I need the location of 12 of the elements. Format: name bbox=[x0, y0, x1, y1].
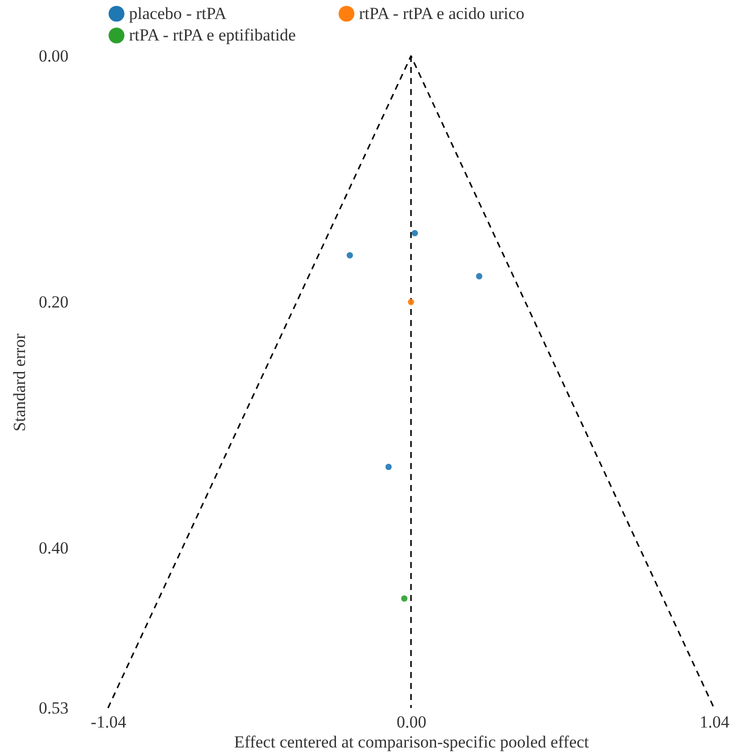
x-tick-label: 0.00 bbox=[396, 712, 426, 732]
y-axis-title: Standard error bbox=[10, 333, 29, 432]
legend-label: rtPA - rtPA e eptifibatide bbox=[129, 26, 296, 44]
y-tick-label: 0.20 bbox=[38, 292, 68, 312]
x-axis-title: Effect centered at comparison-specific pooled effect bbox=[234, 732, 590, 752]
y-tick-label: 0.53 bbox=[38, 698, 68, 718]
legend-label: rtPA - rtPA e acido urico bbox=[359, 4, 524, 23]
x-tick-label: 1.04 bbox=[700, 712, 730, 732]
y-tick-label: 0.00 bbox=[38, 46, 68, 66]
y-tick-label: 0.40 bbox=[38, 538, 68, 558]
x-tick-label: -1.04 bbox=[90, 712, 127, 732]
legend-label: placebo - rtPA bbox=[129, 4, 228, 23]
